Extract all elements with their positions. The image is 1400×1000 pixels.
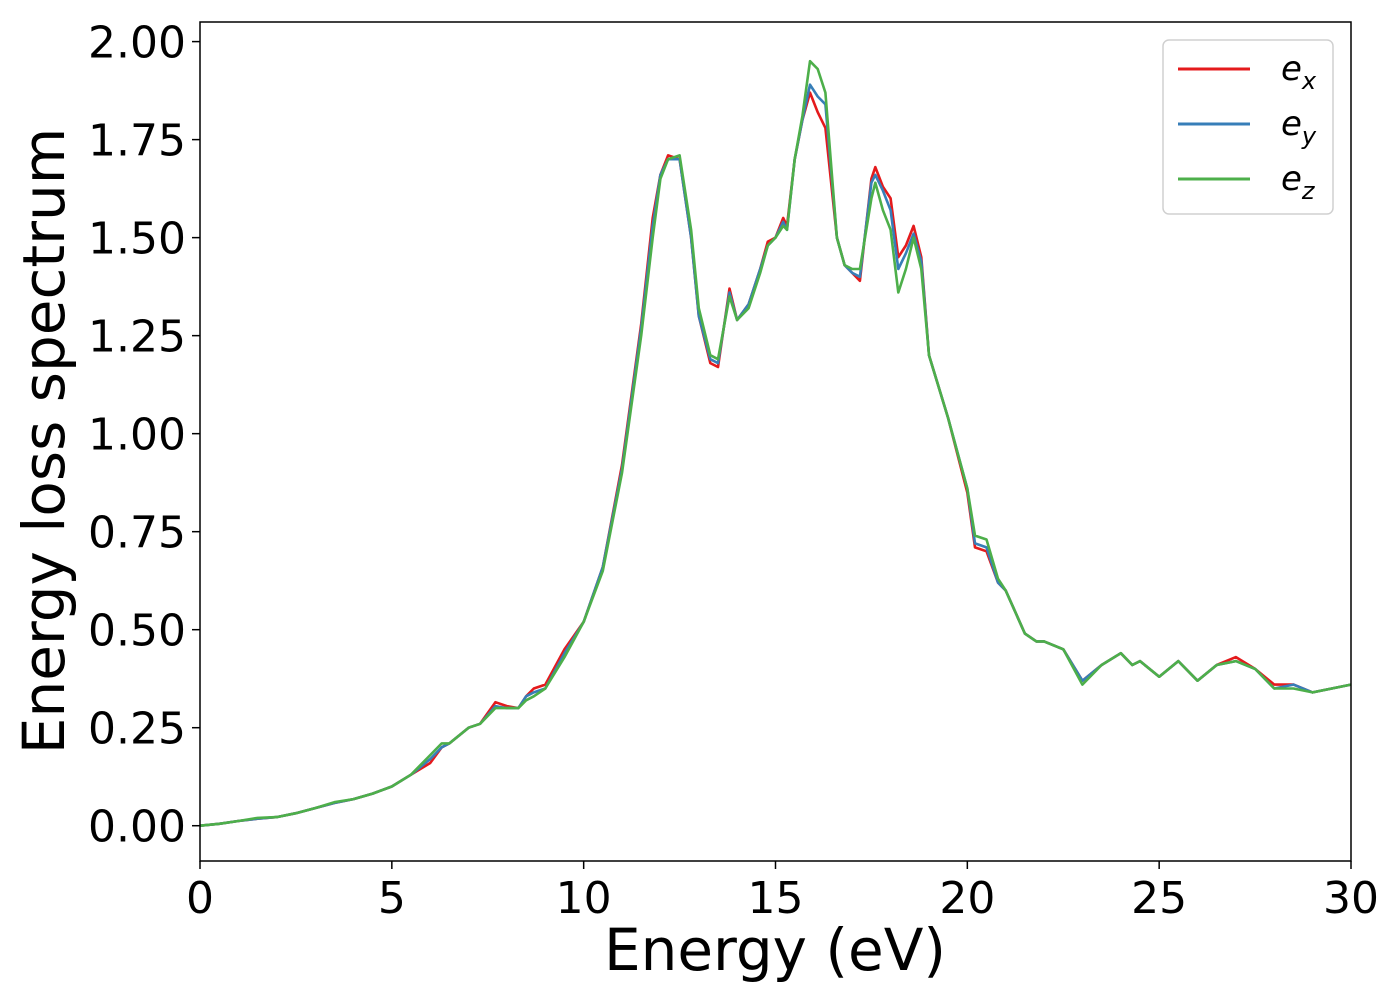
x-axis-label: Energy (eV) <box>604 916 946 984</box>
x-tick-label: 15 <box>748 873 804 924</box>
y-tick-label: 0.00 <box>88 802 186 853</box>
y-tick-label: 1.50 <box>88 214 186 265</box>
x-tick-label: 20 <box>939 873 995 924</box>
x-tick-label: 10 <box>556 873 612 924</box>
y-axis-ticks: 0.00 0.25 0.50 0.75 1.00 1.25 1.50 1.75 2.00 <box>88 18 200 853</box>
y-tick-label: 0.25 <box>88 704 186 755</box>
series-layer <box>200 59 1351 827</box>
x-axis-ticks: 0 5 10 15 20 25 30 <box>186 861 1379 924</box>
legend-box <box>1162 39 1334 215</box>
series-line-z <box>200 59 1351 827</box>
x-tick-label: 25 <box>1131 873 1187 924</box>
y-tick-label: 1.25 <box>88 312 186 363</box>
y-tick-label: 1.75 <box>88 116 186 167</box>
y-tick-label: 0.75 <box>88 508 186 559</box>
y-axis-label: Energy loss spectrum <box>10 128 78 754</box>
x-tick-label: 5 <box>378 873 406 924</box>
x-tick-label: 0 <box>186 873 214 924</box>
y-tick-label: 0.50 <box>88 606 186 657</box>
y-tick-label: 2.00 <box>88 18 186 69</box>
x-tick-label: 30 <box>1323 873 1379 924</box>
y-tick-label: 1.00 <box>88 410 186 461</box>
